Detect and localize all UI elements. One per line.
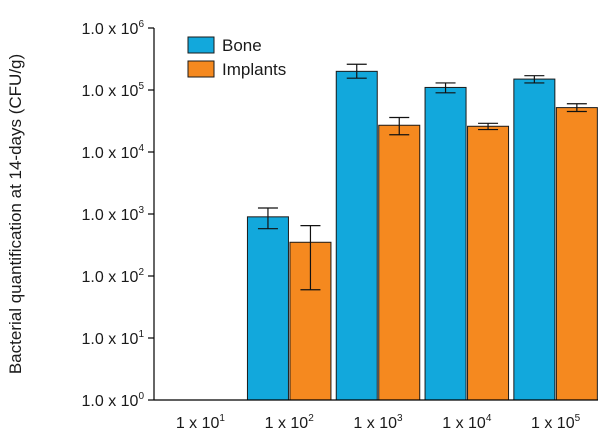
bar-bone: [335, 70, 378, 401]
x-tick-label: 1 x 101: [176, 413, 226, 432]
bars-group: [246, 70, 598, 401]
bar-implants: [467, 125, 510, 401]
bar-implants: [378, 124, 421, 401]
y-tick-label: 1.0 x 106: [82, 19, 145, 38]
y-tick-label: 1.0 x 104: [82, 143, 145, 162]
bar-bone: [513, 78, 556, 401]
bar-bone: [424, 86, 467, 401]
legend-label-bone: Bone: [222, 36, 262, 55]
y-tick-label: 1.0 x 103: [82, 205, 145, 224]
legend-swatch-bone: [187, 36, 215, 54]
y-axis-label: Bacterial quantification at 14-days (CFU…: [6, 54, 25, 374]
x-tick-label: 1 x 102: [265, 413, 315, 432]
x-axis: 1 x 101 1 x 102 1 x 103 1 x 104 1 x 105: [154, 399, 598, 432]
error-bars-group: [257, 63, 587, 291]
y-tick-label: 1.0 x 101: [82, 329, 145, 348]
legend-label-implants: Implants: [222, 60, 286, 79]
x-tick-label: 1 x 103: [353, 413, 403, 432]
legend: Bone Implants: [187, 36, 286, 79]
x-tick-label: 1 x 105: [531, 413, 581, 432]
y-tick-label: 1.0 x 100: [82, 391, 145, 410]
legend-swatch-implants: [187, 60, 215, 78]
bar-implants: [555, 107, 598, 401]
y-axis: 1.0 x 100 1.0 x 101 1.0 x 102 1.0 x 103 1.0 …: [82, 19, 155, 410]
y-tick-label: 1.0 x 102: [82, 267, 145, 286]
x-tick-label: 1 x 104: [442, 413, 492, 432]
y-tick-label: 1.0 x 105: [82, 81, 145, 100]
bar-bone: [246, 216, 289, 401]
